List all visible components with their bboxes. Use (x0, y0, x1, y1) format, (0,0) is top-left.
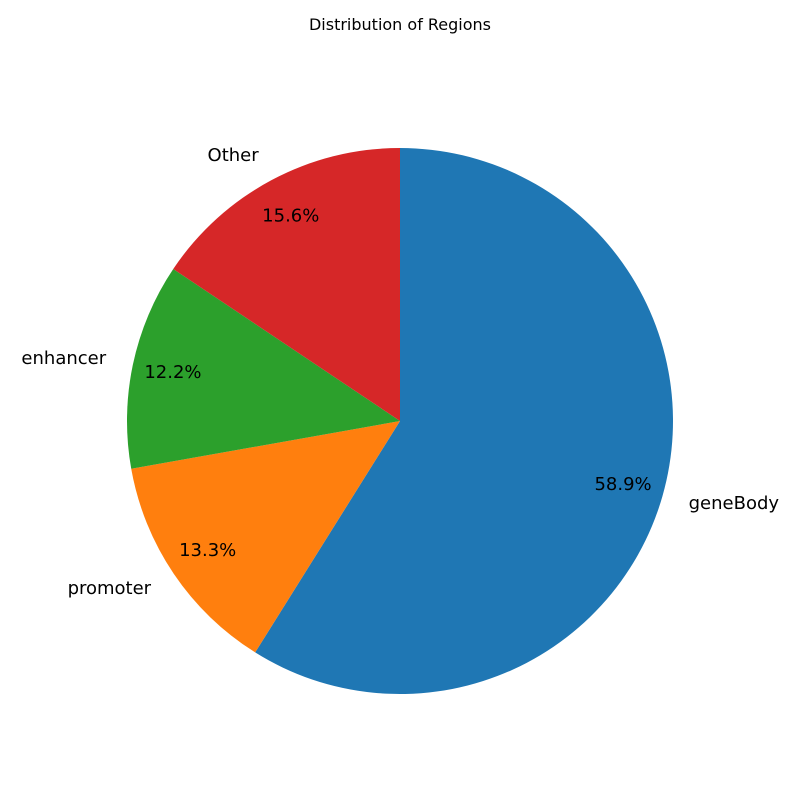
pct-label-enhancer: 12.2% (144, 362, 201, 383)
pie-slice-promoter (131, 421, 401, 653)
pie-slice-genebody (255, 148, 674, 694)
slice-label-enhancer: enhancer (21, 348, 106, 369)
slice-label-genebody: geneBody (689, 493, 780, 514)
pie-slices (127, 148, 674, 694)
pct-label-genebody: 58.9% (594, 474, 651, 495)
pct-label-other: 15.6% (262, 205, 319, 226)
chart-title: Distribution of Regions (309, 15, 491, 34)
pie-labels: 58.9% geneBody 13.3% promoter 12.2% enhancer 1… (21, 145, 779, 599)
pie-slice-other (173, 148, 400, 421)
slice-label-promoter: promoter (68, 578, 152, 599)
slice-label-other: Other (208, 145, 260, 166)
pie-slice-enhancer (127, 268, 400, 469)
pct-label-promoter: 13.3% (179, 540, 236, 561)
